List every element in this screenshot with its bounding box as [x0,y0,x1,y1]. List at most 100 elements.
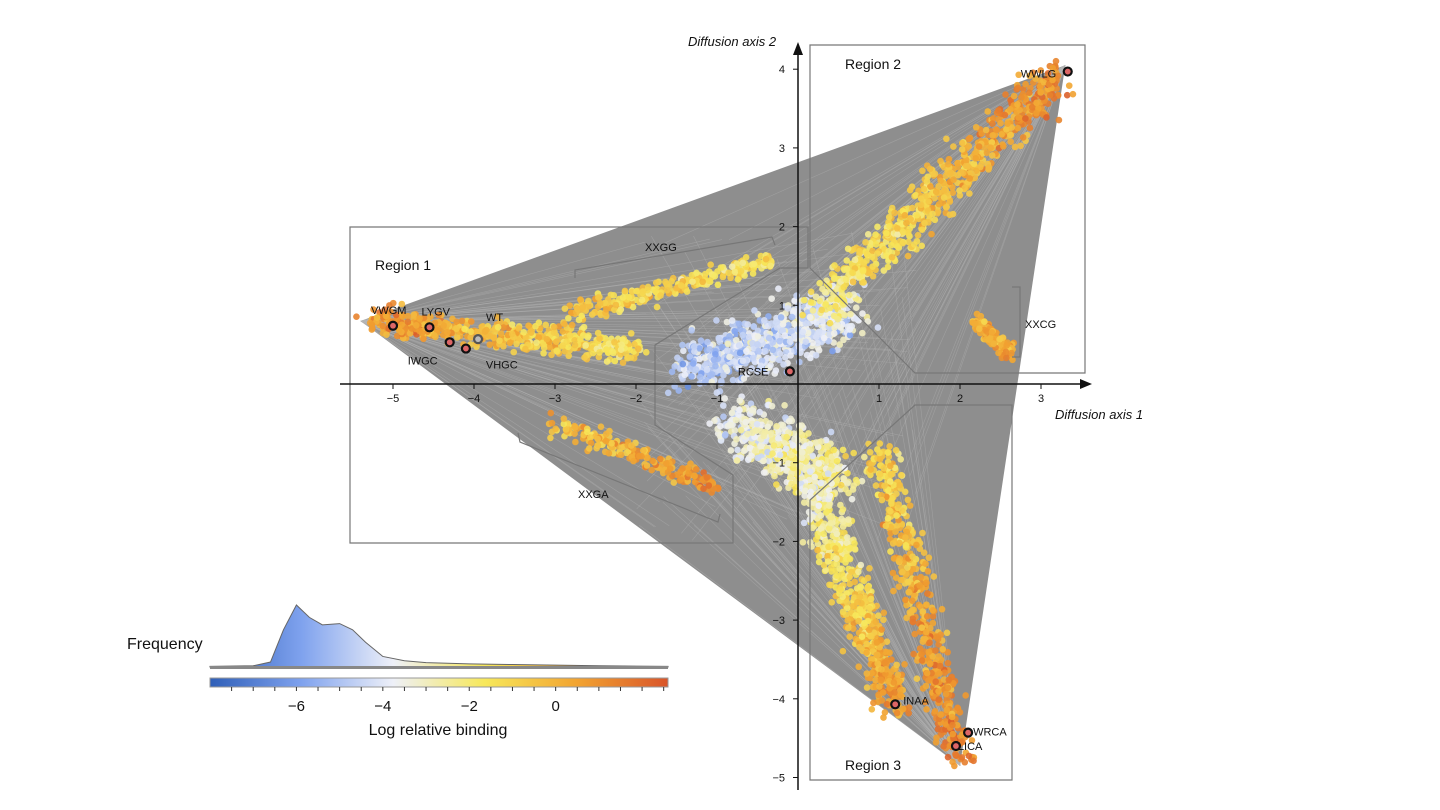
data-point [858,599,865,607]
data-point [842,452,849,460]
data-point [577,296,584,303]
data-point [769,462,776,469]
data-point [906,186,914,194]
data-point [918,242,926,250]
cluster-label-xxga: XXGA [578,489,609,501]
data-point [825,502,833,509]
marker-lygv [424,322,435,333]
data-point [868,706,876,713]
data-point [540,344,548,352]
data-point [731,327,738,335]
data-point [944,753,952,761]
data-point [843,534,851,541]
data-point [824,443,832,451]
data-point [859,267,867,275]
data-point [931,707,939,715]
data-point [1001,111,1009,119]
data-point [880,616,887,624]
data-point [942,203,950,211]
x-axis-label: Diffusion axis 1 [1055,407,1143,422]
data-point [737,426,745,434]
data-point [850,449,857,457]
data-point [806,468,814,475]
connection-line [674,438,961,766]
data-point [975,325,983,333]
data-point [846,326,854,333]
data-point [616,308,623,316]
xxcg-bracket [1012,286,1021,358]
data-point [602,437,610,445]
data-point [657,292,664,299]
data-point [819,285,826,293]
data-point [719,273,727,281]
data-point [949,189,957,196]
scatter-cloud [353,57,1077,770]
data-point [399,313,406,320]
data-point [734,446,741,454]
data-point [862,238,869,246]
data-point [931,170,939,178]
data-point [513,340,520,348]
data-point [893,225,901,232]
data-point [543,335,551,343]
data-point [886,443,893,450]
data-point [903,614,910,622]
data-point [842,276,850,284]
data-point [643,462,651,469]
data-point [827,428,835,436]
data-point [910,241,918,248]
data-point [548,351,555,359]
data-point [603,358,611,365]
connection-line [746,339,961,766]
data-point [958,754,966,761]
x-tick-label: −3 [549,393,562,405]
data-point [444,328,451,336]
data-point [876,440,884,447]
marker-lica [950,740,962,752]
data-point [412,322,420,329]
connection-line [656,64,1066,247]
data-point [812,352,820,359]
data-point [891,689,898,696]
data-point [572,438,579,446]
data-point [904,564,911,571]
data-point [989,120,996,127]
data-point [930,573,938,580]
data-point [681,371,689,379]
data-point [701,354,709,362]
data-point [779,327,787,334]
data-point [920,185,928,193]
data-point [720,413,727,420]
data-point [874,223,881,231]
data-point [756,408,763,416]
data-point [740,447,748,455]
data-point [1033,99,1040,107]
data-point [353,313,360,320]
data-point [625,293,633,301]
data-point [849,278,857,286]
data-point [497,318,504,326]
axes: −5 −4 −3 −2 −1 1 2 3 4 3 2 1 −1 −2 −3 −4 −5 [340,42,1092,790]
data-point [941,669,949,677]
data-point [619,294,627,301]
data-point [975,143,983,150]
data-point [841,311,848,319]
data-point [817,512,825,519]
data-point [787,474,794,481]
data-point [830,275,838,283]
data-point [926,639,933,646]
data-point [749,420,756,428]
data-point [918,624,926,631]
data-point [840,336,847,344]
data-point [949,730,957,738]
data-point [961,184,968,192]
data-point [1000,142,1007,150]
data-point [837,586,844,593]
data-point [559,342,566,349]
connection-line [360,320,818,522]
y-tick-label: 3 [779,143,785,155]
data-point [605,340,613,347]
data-point [859,310,866,317]
data-point [883,657,891,664]
data-point [550,323,558,331]
